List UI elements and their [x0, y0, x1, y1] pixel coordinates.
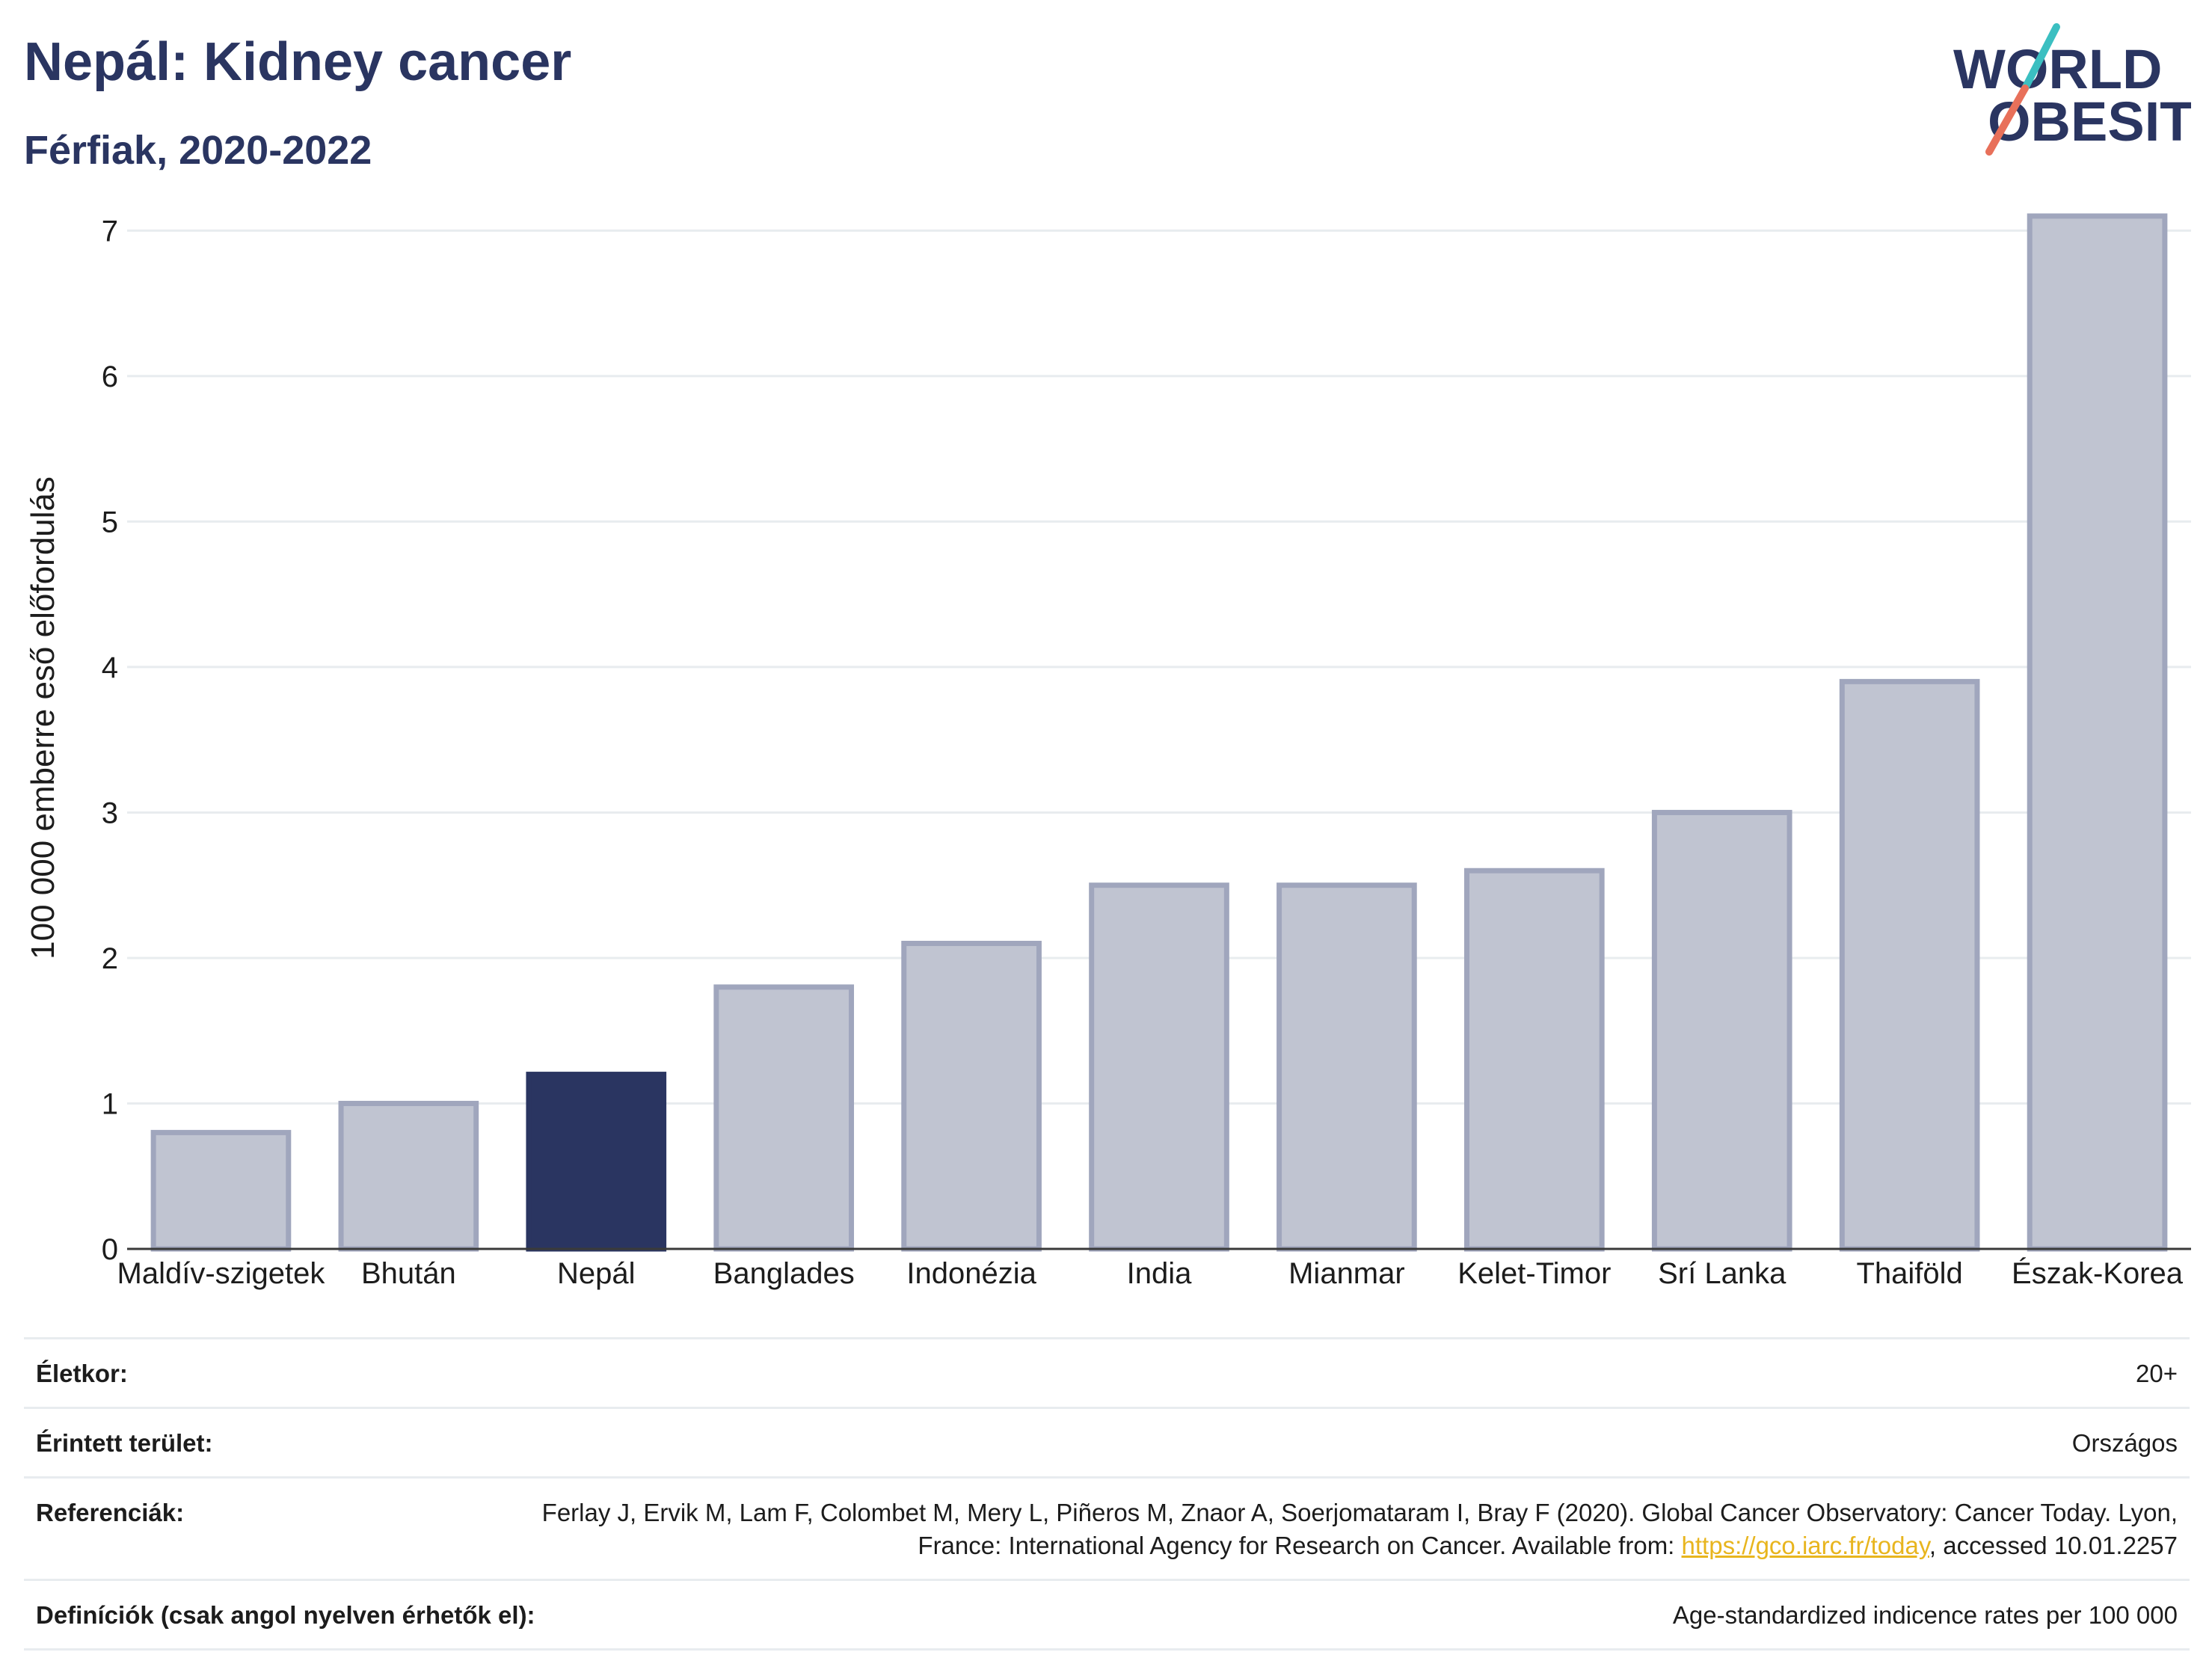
logo-graphic: WORLD OBESITY [1953, 23, 2212, 156]
y-tick-label: 6 [102, 360, 118, 393]
chart-title: Nepál: Kidney cancer [24, 32, 572, 92]
y-axis-ticks: 0 1 2 3 4 5 6 7 [102, 215, 118, 1266]
bar-bhután[interactable] [338, 1100, 479, 1252]
info-key-references: Referenciák: [36, 1499, 185, 1526]
y-axis-label: 100 000 emberre eső előfordulás [25, 476, 61, 959]
bar-indonézia[interactable] [901, 941, 1042, 1252]
bar-india[interactable] [1089, 882, 1229, 1252]
x-tick-label: Thaiföld [1856, 1257, 1962, 1290]
chart-subtitle: Férfiak, 2020-2022 [24, 128, 372, 173]
bar-chart: 0 1 2 3 4 5 6 7 Maldív-szigetek Bhután Nepál Bangl… [25, 213, 2191, 1290]
reference-link[interactable]: https://gco.iarc.fr/today [1681, 1532, 1929, 1559]
y-tick-label: 7 [102, 215, 118, 248]
x-tick-label: Észak-Korea [2012, 1256, 2184, 1290]
y-tick-label: 3 [102, 796, 118, 829]
world-obesity-logo[interactable]: WORLD OBESITY [1944, 21, 2212, 167]
info-table: Életkor: 20+ Érintett terület: Országos … [24, 1337, 2190, 1651]
y-tick-label: 2 [102, 942, 118, 975]
reference-accessed: , accessed 10.01.2257 [1929, 1532, 2178, 1559]
info-value-area: Országos [2071, 1429, 2178, 1457]
y-tick-label: 5 [102, 506, 118, 538]
info-row-area: Érintett terület: Országos [24, 1409, 2190, 1479]
y-tick-label: 4 [102, 651, 118, 684]
x-axis-labels: Maldív-szigetek Bhután Nepál Banglades Indon… [117, 1256, 2184, 1290]
logo-slash-bottom [1985, 85, 2029, 156]
x-tick-label: Mianmar [1288, 1257, 1405, 1290]
bar-thaiföld[interactable] [1839, 678, 1980, 1252]
info-row-references: Referenciák: Ferlay J, Ervik M, Lam F, C… [24, 1479, 2190, 1581]
y-tick-label: 0 [102, 1233, 118, 1266]
x-tick-label: Bhután [361, 1257, 456, 1290]
bar-srí-lanka[interactable] [1651, 809, 1792, 1252]
reference-text: Ferlay J, Ervik M, Lam F, Colombet M, Me… [541, 1499, 2178, 1559]
info-row-age: Életkor: 20+ [24, 1339, 2190, 1409]
bar-észak-korea[interactable] [2027, 213, 2168, 1252]
info-key-definitions: Definíciók (csak angol nyelven érhetők e… [36, 1601, 535, 1629]
bar-banglades[interactable] [713, 984, 855, 1252]
x-tick-label: Kelet-Timor [1457, 1257, 1611, 1290]
x-tick-label: Srí Lanka [1658, 1257, 1787, 1290]
x-tick-label: Maldív-szigetek [117, 1257, 326, 1290]
x-tick-label: Indonézia [906, 1257, 1036, 1290]
x-tick-label: Nepál [557, 1257, 636, 1290]
info-row-definitions: Definíciók (csak angol nyelven érhetők e… [24, 1581, 2190, 1651]
info-key-area: Érintett terület: [36, 1429, 213, 1457]
bars [150, 213, 2168, 1252]
bar-maldív-szigetek[interactable] [150, 1129, 292, 1252]
bar-mianmar[interactable] [1276, 882, 1417, 1252]
logo-line2: OBESITY [1988, 90, 2191, 153]
bar-nepál[interactable] [526, 1072, 667, 1252]
logo-slash-top [2021, 23, 2060, 92]
x-tick-label: India [1127, 1257, 1192, 1290]
info-value-definitions: Age-standardized indicence rates per 100… [1672, 1601, 2178, 1629]
info-value-age: 20+ [2136, 1360, 2178, 1387]
logo-line1: WORLD [1953, 38, 2163, 100]
bar-kelet-timor[interactable] [1463, 868, 1605, 1252]
y-tick-label: 1 [102, 1087, 118, 1120]
info-key-age: Életkor: [36, 1360, 128, 1387]
info-value-references: Ferlay J, Ervik M, Lam F, Colombet M, Me… [532, 1496, 2178, 1562]
x-tick-label: Banglades [713, 1257, 855, 1290]
